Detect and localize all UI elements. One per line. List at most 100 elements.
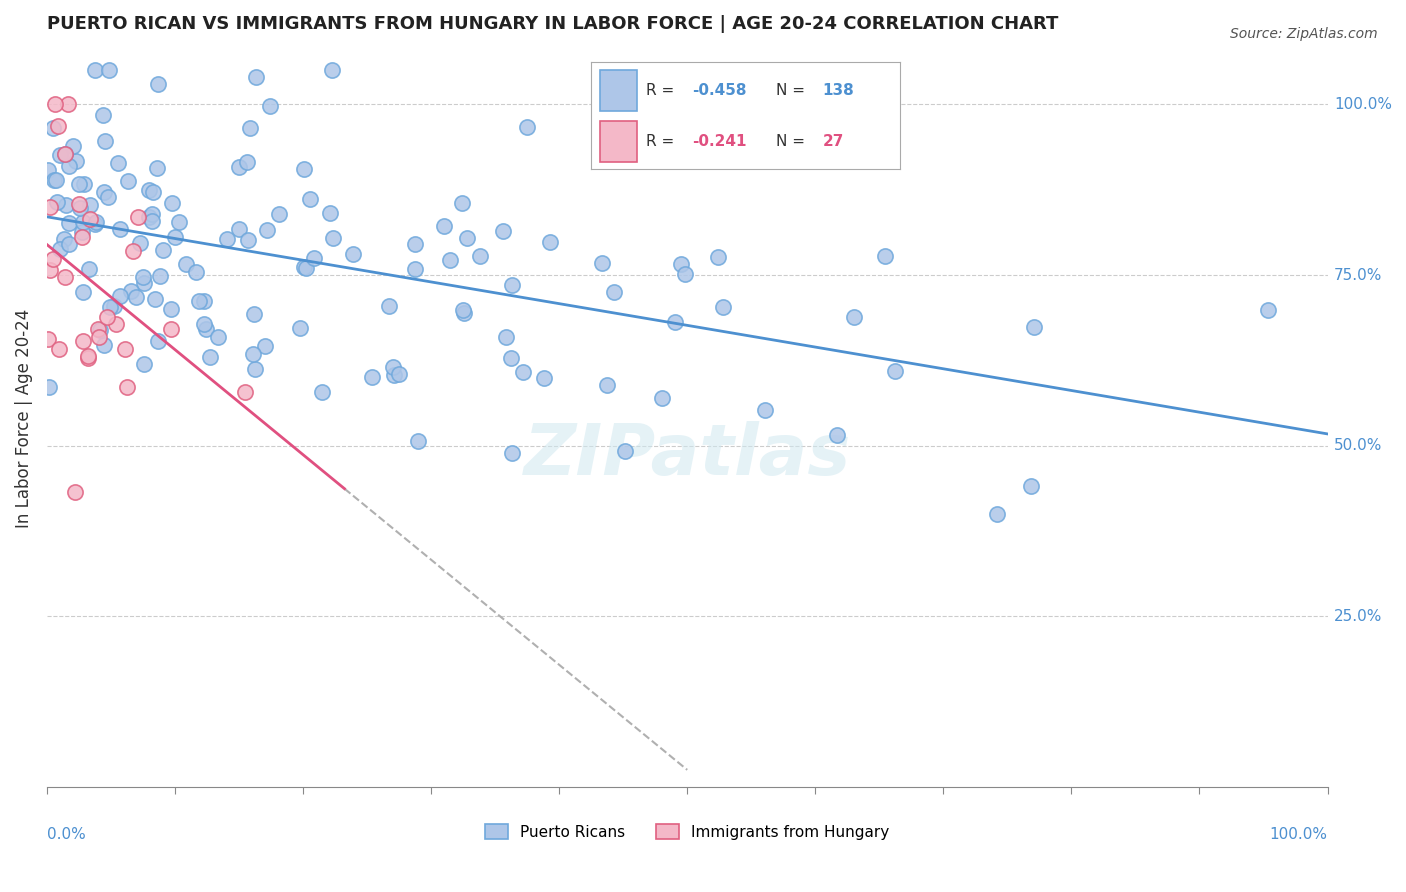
Point: [470, 249, 492, 263]
Point: [83, 217, 105, 231]
Point: [388, 367, 411, 381]
Point: [602, 285, 624, 300]
Point: [591, 256, 613, 270]
Point: [381, 360, 404, 375]
Point: [97, 190, 120, 204]
Point: [174, 257, 197, 271]
Point: [115, 380, 138, 394]
Point: [671, 257, 693, 271]
Text: N =: N =: [776, 83, 810, 98]
Text: 100.0%: 100.0%: [1334, 97, 1392, 112]
Point: [842, 310, 865, 324]
Point: [96, 310, 118, 325]
Point: [195, 322, 218, 336]
Point: [239, 121, 262, 136]
Point: [360, 370, 382, 384]
Point: [72, 177, 94, 191]
Point: [673, 267, 696, 281]
Point: [711, 301, 734, 315]
Point: [613, 444, 636, 458]
Point: [754, 403, 776, 417]
Text: 100.0%: 100.0%: [1270, 827, 1327, 842]
Point: [125, 290, 148, 304]
Point: [38, 380, 60, 394]
Point: [77, 349, 100, 363]
Point: [72, 215, 94, 229]
Point: [146, 161, 169, 176]
Point: [651, 391, 673, 405]
Point: [256, 223, 278, 237]
Point: [53, 269, 76, 284]
Point: [132, 269, 155, 284]
Bar: [600, 70, 637, 111]
Point: [65, 154, 87, 169]
Point: [495, 330, 517, 344]
Point: [184, 265, 207, 279]
Point: [146, 77, 169, 91]
Point: [378, 299, 401, 313]
Point: [404, 236, 426, 251]
Point: [134, 357, 156, 371]
Point: [77, 262, 100, 277]
Point: [664, 315, 686, 329]
Point: [142, 185, 165, 199]
Text: 75.0%: 75.0%: [1334, 268, 1382, 283]
Point: [83, 63, 105, 78]
Bar: [600, 121, 637, 162]
Point: [127, 210, 149, 224]
Text: Source: ZipAtlas.com: Source: ZipAtlas.com: [1230, 27, 1378, 41]
Point: [165, 229, 187, 244]
Point: [93, 185, 115, 199]
Point: [292, 260, 315, 274]
Point: [160, 196, 183, 211]
Point: [456, 231, 478, 245]
Point: [433, 219, 456, 233]
Point: [596, 378, 619, 392]
Point: [49, 148, 72, 162]
Text: 0.0%: 0.0%: [46, 827, 86, 842]
Point: [38, 200, 60, 214]
Point: [160, 301, 183, 316]
Text: 27: 27: [823, 134, 844, 149]
Point: [311, 384, 333, 399]
Point: [188, 293, 211, 308]
Text: -0.458: -0.458: [693, 83, 747, 98]
Point: [55, 146, 77, 161]
Y-axis label: In Labor Force | Age 20-24: In Labor Force | Age 20-24: [15, 309, 32, 528]
Point: [299, 192, 322, 206]
Point: [228, 222, 250, 236]
Point: [105, 318, 128, 332]
Point: [107, 155, 129, 169]
Point: [245, 362, 267, 376]
Point: [77, 351, 100, 365]
Text: 25.0%: 25.0%: [1334, 609, 1382, 624]
Point: [121, 244, 143, 258]
Point: [94, 134, 117, 148]
Point: [884, 364, 907, 378]
Point: [382, 368, 405, 383]
Point: [167, 215, 190, 229]
Point: [245, 70, 267, 84]
Text: R =: R =: [647, 134, 679, 149]
Legend: Puerto Ricans, Immigrants from Hungary: Puerto Ricans, Immigrants from Hungary: [479, 818, 896, 846]
Point: [825, 428, 848, 442]
Point: [873, 249, 896, 263]
Point: [238, 233, 260, 247]
Point: [42, 252, 65, 267]
Point: [98, 300, 121, 314]
Point: [37, 332, 59, 346]
Point: [1019, 479, 1042, 493]
Point: [236, 154, 259, 169]
Point: [451, 302, 474, 317]
Point: [49, 242, 72, 256]
Point: [108, 222, 131, 236]
Point: [342, 246, 364, 260]
Point: [63, 485, 86, 500]
Point: [117, 174, 139, 188]
Point: [98, 63, 121, 78]
Point: [492, 224, 515, 238]
Point: [533, 371, 555, 385]
Point: [93, 108, 115, 122]
Point: [46, 119, 69, 133]
Point: [193, 293, 215, 308]
